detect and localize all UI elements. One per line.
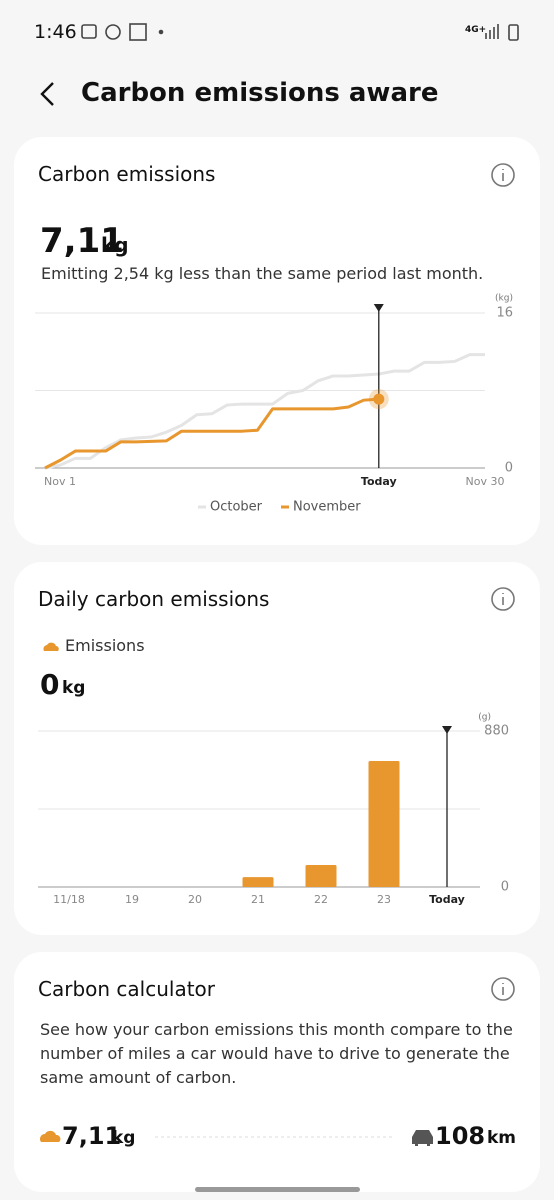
card-title: Daily carbon emissions <box>38 587 270 611</box>
total-value: 7,11 <box>40 221 124 261</box>
card-title: Carbon emissions <box>38 162 216 186</box>
total-unit: kg <box>101 233 129 257</box>
daily-unit: kg <box>62 678 86 698</box>
summary: Emitting 2,54 kg less than the same peri… <box>41 264 484 283</box>
status-network: 4G+ <box>465 25 487 35</box>
distance-unit: km <box>487 1128 517 1148</box>
calculator-card <box>14 952 540 1192</box>
daily-card <box>14 562 540 935</box>
page-title: Carbon emissions aware <box>81 78 439 108</box>
status-icons <box>81 23 519 41</box>
legend-label: Emissions <box>65 636 145 655</box>
emissions-card <box>14 137 540 545</box>
card-title: Carbon calculator <box>38 977 216 1001</box>
status-time: 1:46 <box>34 21 77 43</box>
description: See how your carbon emissions this month… <box>40 1020 513 1087</box>
distance-value: 108 <box>435 1122 486 1150</box>
back-button[interactable] <box>40 82 54 106</box>
carbon-value: 7,11 <box>62 1122 122 1150</box>
daily-value: 0 <box>40 668 60 701</box>
carbon-unit: kg <box>112 1128 136 1148</box>
